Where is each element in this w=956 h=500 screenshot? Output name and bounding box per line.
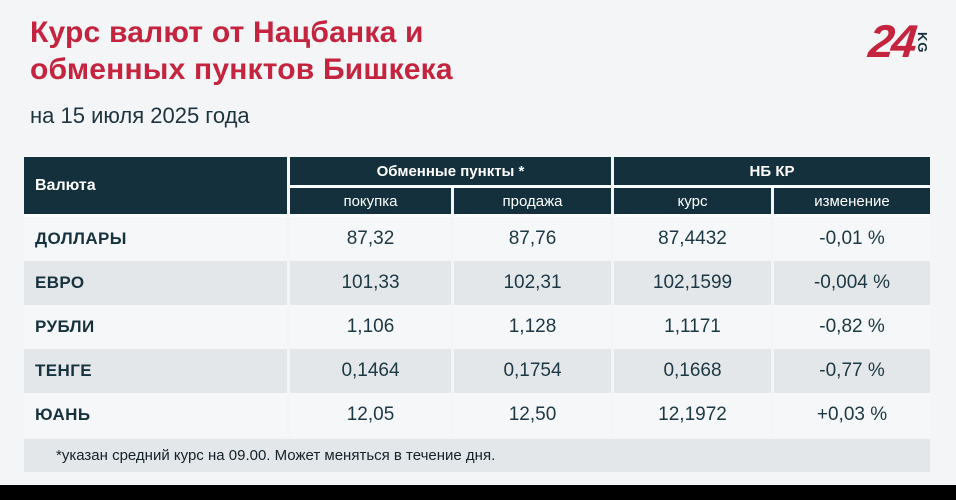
cell-rate: 0,1668 xyxy=(614,349,771,393)
cell-change: +0,03 % xyxy=(774,393,930,437)
cell-buy: 87,32 xyxy=(290,217,451,261)
page-title-line1: Курс валют от Нацбанка и xyxy=(30,16,424,49)
cell-buy: 101,33 xyxy=(290,261,451,305)
footnote: *указан средний курс на 09.00. Может мен… xyxy=(24,439,930,472)
table-row: ЮАНЬ 12,05 12,50 12,1972 +0,03 % xyxy=(24,393,930,437)
rates-table: Валюта Обменные пункты * НБ КР покупка п… xyxy=(24,157,930,437)
cell-change: -0,77 % xyxy=(774,349,930,393)
header-sell: продажа xyxy=(454,188,611,217)
cell-currency: ЕВРО xyxy=(24,261,287,305)
cell-sell: 87,76 xyxy=(454,217,611,261)
page-title: Курс валют от Нацбанка и обменных пунктов… xyxy=(30,14,453,88)
logo-24kg: 24 KG xyxy=(866,15,930,67)
cell-buy: 12,05 xyxy=(290,393,451,437)
cell-buy: 1,106 xyxy=(290,305,451,349)
cell-sell: 12,50 xyxy=(454,393,611,437)
cell-rate: 12,1972 xyxy=(614,393,771,437)
table-row: РУБЛИ 1,106 1,128 1,1171 -0,82 % xyxy=(24,305,930,349)
table-row: ТЕНГЕ 0,1464 0,1754 0,1668 -0,77 % xyxy=(24,349,930,393)
logo-kg-text: KG xyxy=(915,32,930,54)
cell-currency: РУБЛИ xyxy=(24,305,287,349)
cell-change: -0,82 % xyxy=(774,305,930,349)
cell-change: -0,01 % xyxy=(774,217,930,261)
cell-buy: 0,1464 xyxy=(290,349,451,393)
cell-rate: 102,1599 xyxy=(614,261,771,305)
header-change: изменение xyxy=(774,188,930,217)
cell-currency: ТЕНГЕ xyxy=(24,349,287,393)
cell-rate: 1,1171 xyxy=(614,305,771,349)
rates-table-wrapper: Валюта Обменные пункты * НБ КР покупка п… xyxy=(24,157,930,437)
header-group-nbkr: НБ КР xyxy=(614,157,930,188)
cell-sell: 1,128 xyxy=(454,305,611,349)
cell-currency: ЮАНЬ xyxy=(24,393,287,437)
table-row: ЕВРО 101,33 102,31 102,1599 -0,004 % xyxy=(24,261,930,305)
cell-rate: 87,4432 xyxy=(614,217,771,261)
cell-change: -0,004 % xyxy=(774,261,930,305)
header-buy: покупка xyxy=(290,188,451,217)
rates-table-body: ДОЛЛАРЫ 87,32 87,76 87,4432 -0,01 % ЕВРО 101,3… xyxy=(24,217,930,437)
header-currency: Валюта xyxy=(24,157,287,217)
bottom-bar xyxy=(0,485,956,500)
page-title-line2: обменных пунктов Бишкека xyxy=(30,53,453,86)
cell-currency: ДОЛЛАРЫ xyxy=(24,217,287,261)
header-group-exchange: Обменные пункты * xyxy=(290,157,611,188)
cell-sell: 0,1754 xyxy=(454,349,611,393)
table-row: ДОЛЛАРЫ 87,32 87,76 87,4432 -0,01 % xyxy=(24,217,930,261)
header-rate: курс xyxy=(614,188,771,217)
date-subtitle: на 15 июля 2025 года xyxy=(30,103,250,128)
cell-sell: 102,31 xyxy=(454,261,611,305)
logo-24-text: 24 xyxy=(866,15,917,67)
